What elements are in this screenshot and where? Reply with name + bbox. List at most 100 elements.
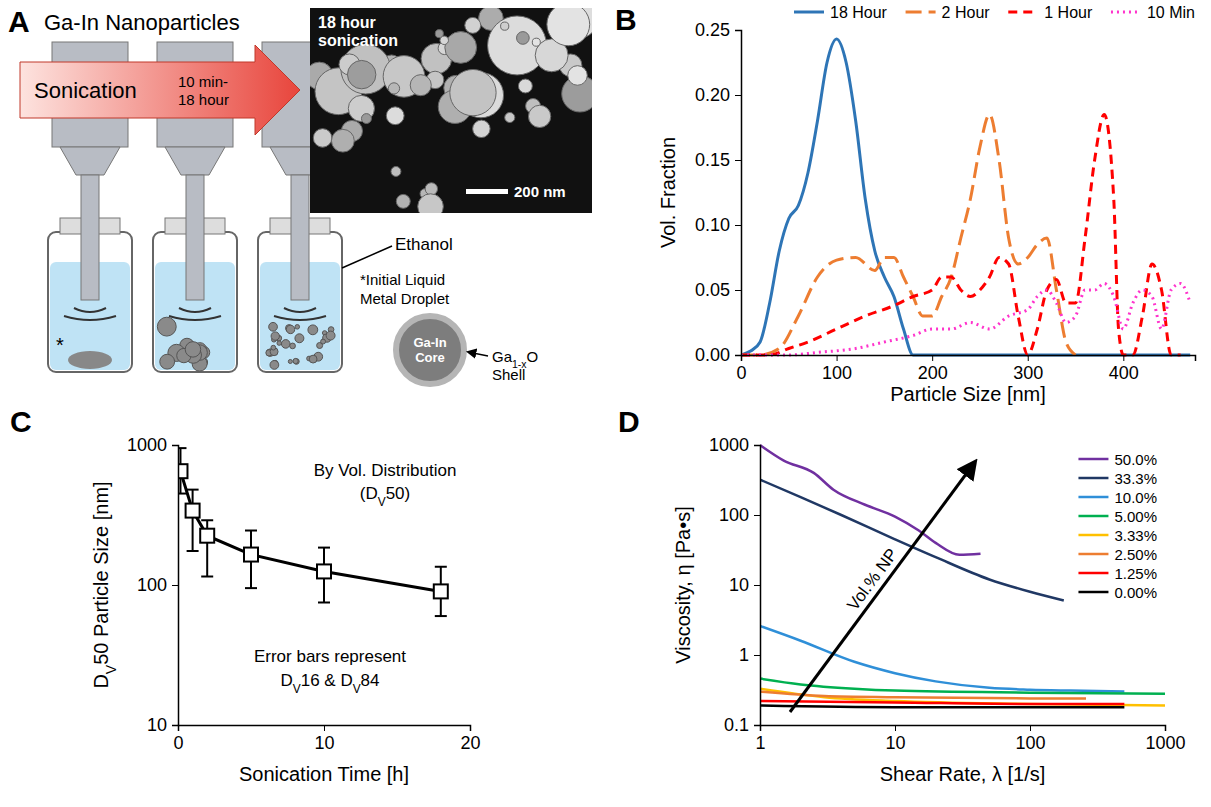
tick-label: 0 — [173, 733, 183, 753]
legend-item: 3.33% — [1078, 527, 1157, 544]
figure: AGa-In Nanoparticles*Sonication10 min-18… — [0, 0, 1211, 807]
marker — [186, 504, 200, 518]
text-part: D — [618, 405, 640, 438]
panel-letter: A — [8, 5, 30, 38]
sem-particle — [440, 36, 449, 45]
asterisk: * — [56, 334, 64, 356]
legend-label: 10.0% — [1114, 489, 1157, 506]
tick-mark — [735, 355, 741, 356]
legend-label: 1 Hour — [1044, 4, 1093, 21]
plot-area — [760, 445, 1165, 707]
sem-particles — [310, 8, 592, 213]
text-part: 50 Particle Size [nm] — [90, 481, 112, 664]
legend-swatch — [1078, 458, 1108, 461]
tick-label: 300 — [1013, 363, 1043, 383]
text-part: (D — [360, 484, 378, 503]
marker — [434, 584, 448, 598]
tick-label: 0.1 — [724, 715, 749, 735]
sem-particle — [388, 83, 399, 94]
legend-label: 1.25% — [1114, 565, 1157, 582]
tick: 400 — [1109, 355, 1139, 383]
text-part: 10 min- — [178, 73, 228, 90]
tick-mark — [1030, 725, 1031, 731]
tick: 10 — [729, 575, 760, 595]
tick: 10 — [885, 725, 905, 753]
sound-wave — [169, 316, 221, 320]
x-axis-title: Particle Size [nm] — [890, 383, 1046, 405]
particle — [281, 340, 290, 349]
droplet — [68, 351, 112, 369]
tick: 100 — [719, 505, 760, 525]
error-bar — [201, 520, 213, 576]
text-part: Core — [415, 350, 445, 365]
tick: 0.25 — [695, 20, 741, 40]
tick-label: 100 — [719, 505, 749, 525]
legend-swatch — [1078, 496, 1108, 499]
horn-tip — [186, 175, 204, 300]
legend-swatch — [906, 11, 936, 14]
tick-label: 0.15 — [695, 150, 730, 170]
sem-particle — [450, 69, 496, 115]
particle — [309, 355, 317, 363]
text-part: Ga-In Nanoparticles — [44, 10, 240, 35]
legend-item: 1 Hour — [1008, 4, 1093, 21]
tick: 0.15 — [695, 150, 741, 170]
tick-label: 10 — [314, 733, 334, 753]
text-part: 10.0% — [1114, 489, 1157, 506]
tick: 0.05 — [695, 280, 741, 300]
tick-mark — [324, 725, 325, 731]
sem-particle — [361, 114, 371, 124]
legend-item: 10 Min — [1111, 4, 1195, 21]
arrow-time: 10 min- — [178, 73, 228, 90]
tick-mark — [895, 725, 896, 731]
arrow-label: Sonication — [34, 78, 137, 103]
axis-line — [742, 356, 1196, 362]
axis: 01020 — [173, 725, 480, 753]
tick-label: 1 — [755, 733, 765, 753]
particle — [271, 332, 279, 340]
legend-label: 18 Hour — [830, 4, 888, 21]
text-part: 3.33% — [1114, 527, 1157, 544]
image-label: 18 hour — [318, 14, 376, 31]
error-cap — [318, 601, 330, 603]
text-part: Vol. Fraction — [657, 137, 679, 248]
tick-mark — [1165, 725, 1166, 731]
subscript: V — [293, 682, 301, 696]
tick-label: 10 — [885, 733, 905, 753]
tick: 1000 — [127, 435, 178, 455]
tick-label: 0.00 — [695, 345, 730, 365]
error-cap — [187, 489, 199, 491]
axis-line — [172, 446, 179, 726]
axis-line — [179, 726, 471, 732]
text-part: 5.00% — [1114, 508, 1157, 525]
arrow-time: 18 hour — [178, 91, 229, 108]
sem-particle — [313, 129, 332, 148]
legend-item: 2.50% — [1078, 546, 1157, 563]
annotation: Error bars represent — [254, 647, 406, 666]
error-cap — [435, 566, 447, 568]
text-part: O — [527, 348, 539, 365]
particle — [270, 361, 279, 370]
sound-wave — [74, 308, 106, 312]
tick-mark — [735, 95, 741, 96]
text-part: Sonication Time [h] — [239, 763, 409, 785]
tick-label: 1000 — [127, 435, 167, 455]
sem-particle — [473, 120, 490, 137]
tick-mark — [754, 515, 760, 516]
subscript: V — [378, 495, 386, 509]
marker — [178, 464, 187, 478]
subscript: V — [353, 682, 361, 696]
tick-mark — [735, 160, 741, 161]
text-part: 1 Hour — [1044, 4, 1093, 21]
tick-label: 10 — [147, 715, 167, 735]
error-bar — [435, 567, 447, 616]
sound-wave — [64, 316, 116, 320]
particle — [295, 334, 304, 343]
sem-particle — [547, 8, 590, 46]
tick: 0.20 — [695, 85, 741, 105]
series-line — [760, 626, 1124, 692]
error-bar — [245, 531, 257, 589]
series-line — [741, 284, 1190, 356]
annotation: DV16 & DV84 — [280, 671, 379, 696]
legend-item: 18 Hour — [794, 4, 888, 21]
